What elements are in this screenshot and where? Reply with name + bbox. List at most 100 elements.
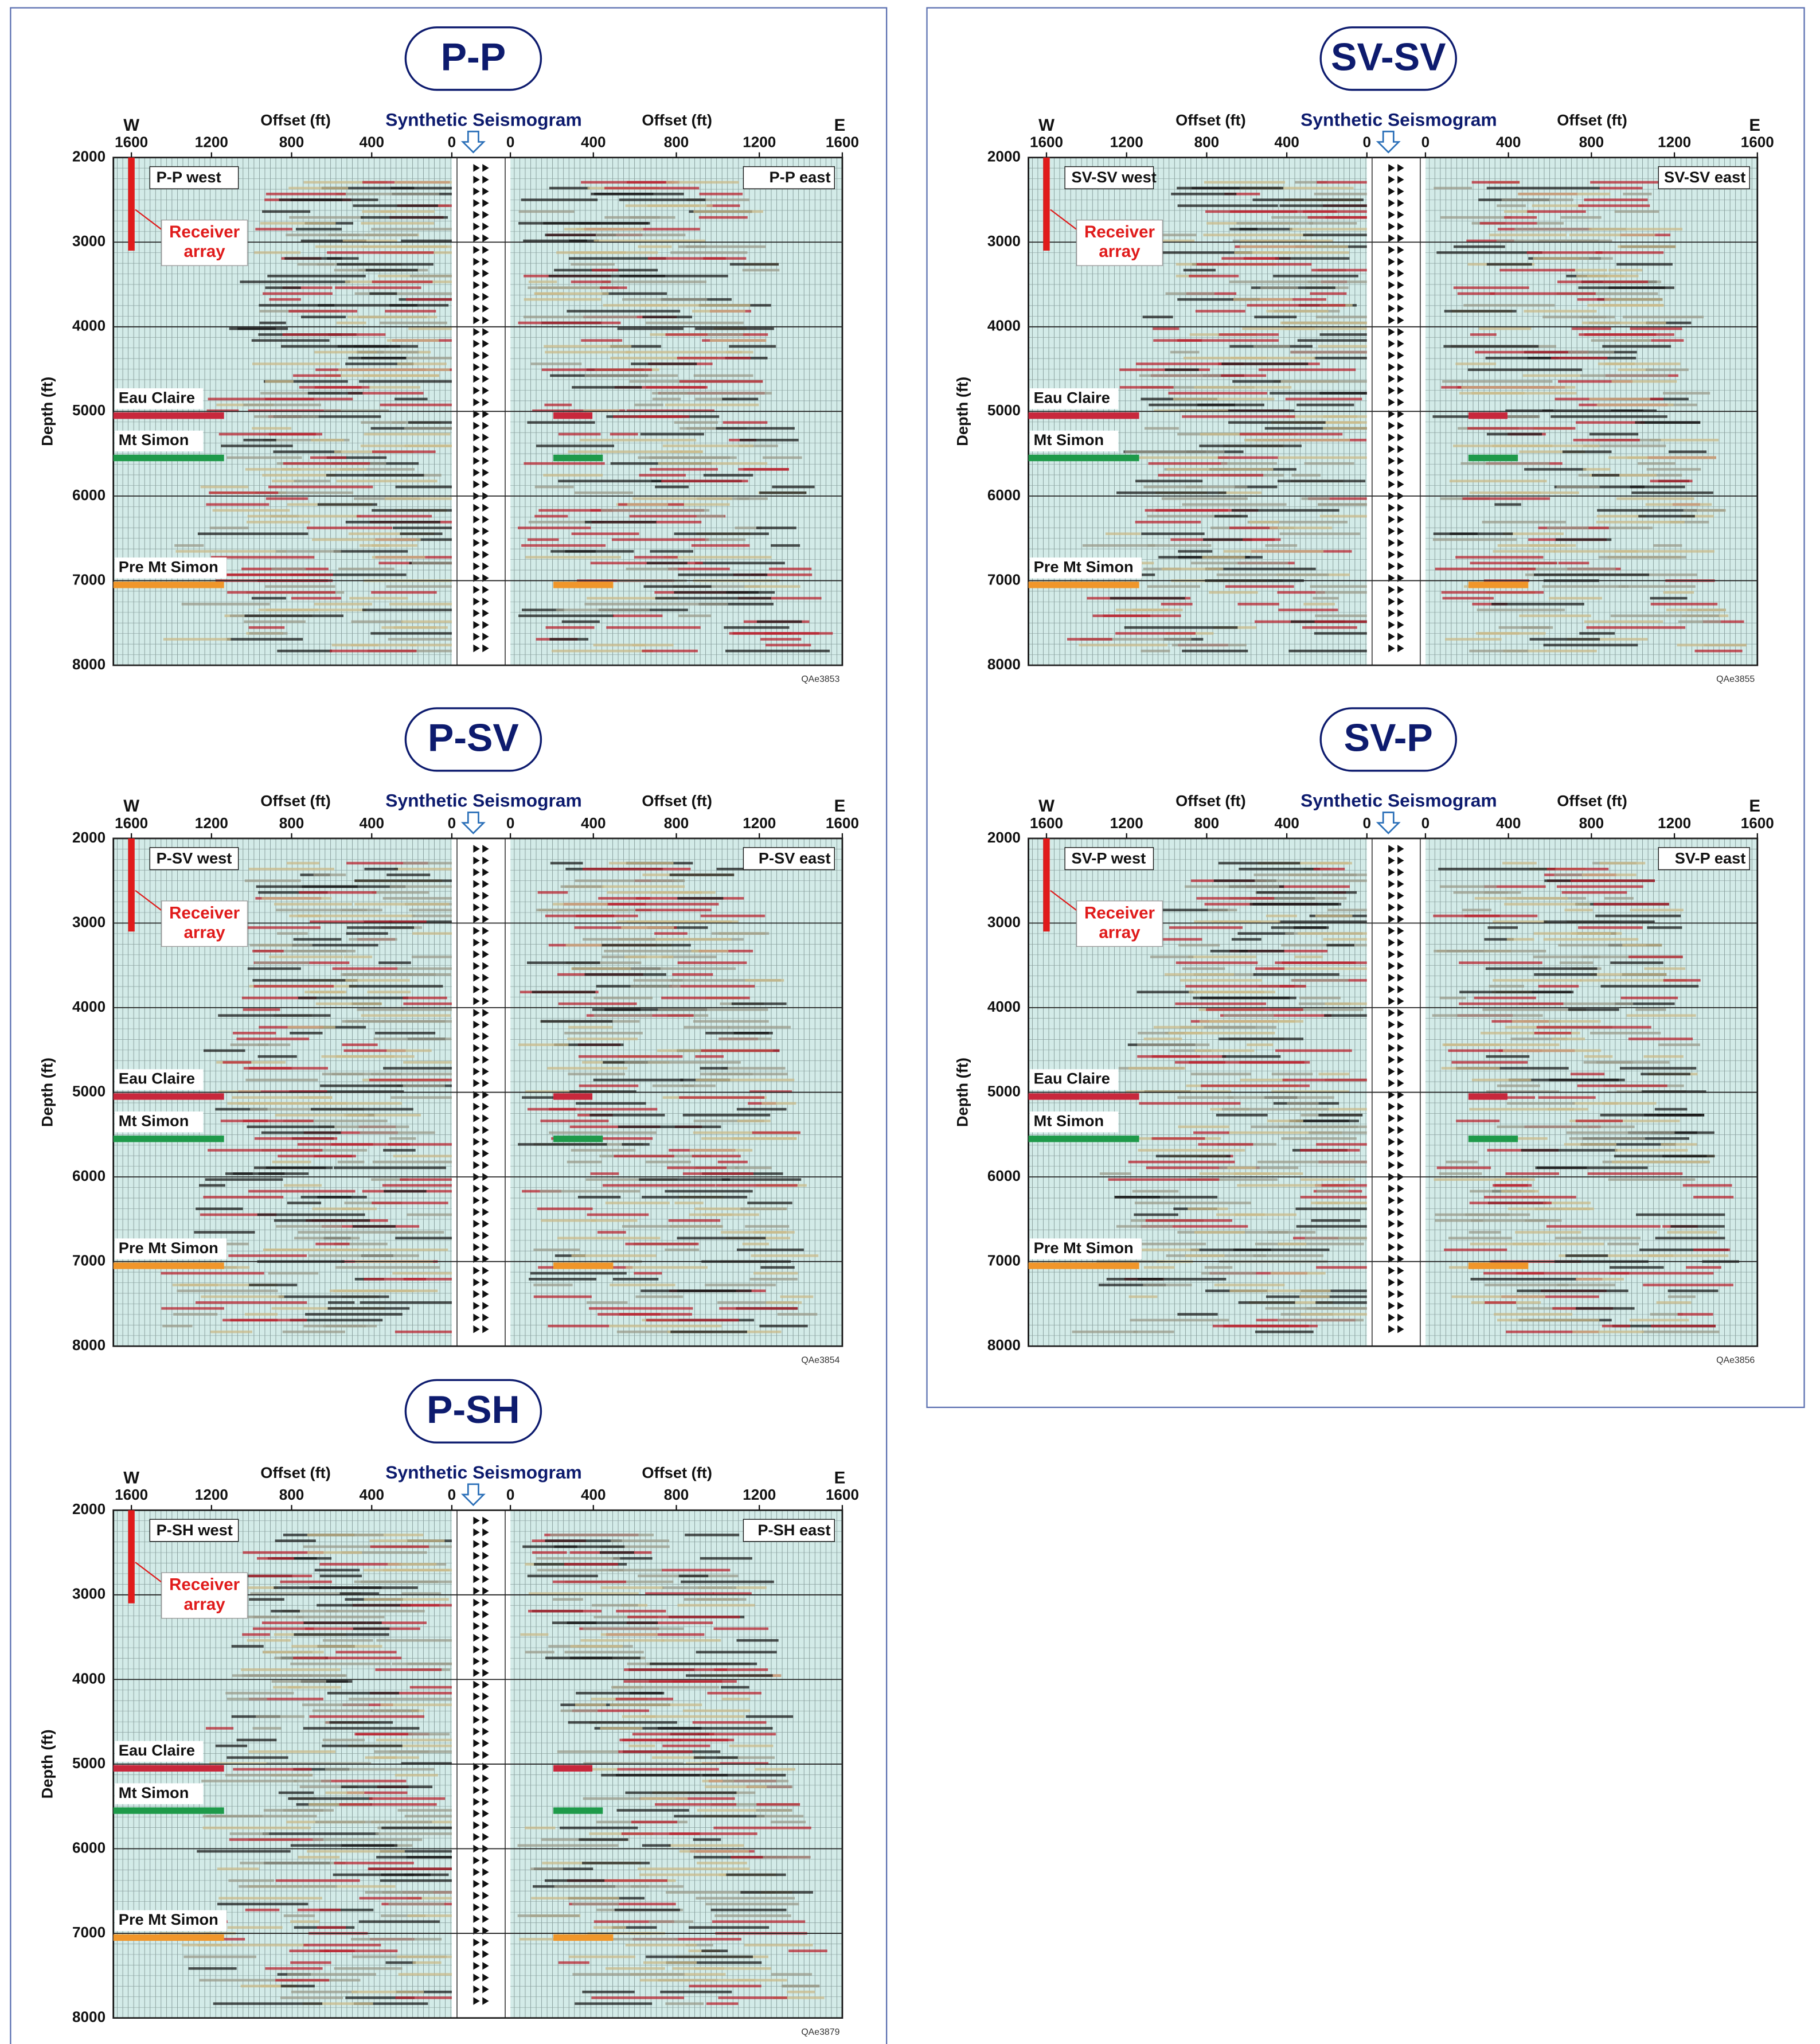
panel-label: P-SV west [157,849,232,867]
seismic-event [1115,1196,1160,1199]
seismic-event [221,574,333,576]
seismic-event [256,1715,304,1718]
seismic-event [392,1663,452,1665]
seismic-event [572,386,642,389]
seismic-event [1642,1331,1720,1333]
seismic-event [1191,1073,1251,1076]
seismic-event [1178,1125,1230,1128]
seismic-event [1594,903,1669,906]
seismic-event [227,1698,267,1700]
seismic-event [736,1639,778,1642]
x-tick-label: 800 [664,1486,689,1503]
seismic-event [1599,187,1642,190]
seismic-event [593,1014,652,1017]
seismic-event [303,1727,419,1730]
seismic-event [368,1867,452,1870]
seismic-event [259,608,366,611]
seismic-event [630,985,680,988]
seismic-event [1579,632,1615,635]
seismic-event [386,873,430,876]
figure-id: QAe3879 [801,2027,839,2037]
seismic-event [582,1862,650,1864]
seismic-event [1661,1143,1697,1146]
seismic-event [1641,1073,1690,1076]
seismic-event [323,1639,373,1642]
seismic-event [718,1996,787,1999]
seismic-event [400,1178,452,1181]
seismic-event [576,915,614,918]
seismic-event [1620,1067,1696,1070]
seismic-event [1502,862,1537,865]
horizon-label: Mt Simon [1034,1111,1104,1129]
seismic-event [1492,444,1599,447]
seismic-event [706,2002,739,2005]
seismic-event [531,1897,619,1899]
seismic-event [1296,1207,1367,1210]
seismic-event [780,1296,814,1298]
seismic-event [1619,585,1696,588]
seismic-event [1638,515,1695,518]
seismic-event [743,1243,769,1246]
seismic-event [383,897,452,900]
seismic-event [1311,1202,1340,1204]
figure-id: QAe3853 [801,674,839,684]
x-tick-label: 400 [359,1486,384,1503]
seismic-event [1577,1085,1667,1087]
seismic-event [1323,415,1367,418]
seismic-event [1448,1237,1512,1240]
seismic-event [745,1225,789,1228]
seismic-event [249,632,287,635]
seismic-event [700,193,743,196]
seismic-event [553,903,609,906]
seismic-event [1137,1043,1209,1046]
seismic-event [1311,269,1366,272]
y-tick-label: 2000 [72,1500,106,1518]
seismic-event [372,280,433,283]
seismic-event [1240,245,1348,248]
seismic-event [397,1956,452,1959]
synthetic-label: Synthetic Seismogram [1300,110,1497,130]
seismic-event [677,897,723,900]
seismic-event [364,1278,426,1281]
seismic-event [397,968,452,970]
seismic-event [600,1727,643,1730]
seismic-event [1315,621,1367,623]
seismic-event [373,1161,452,1164]
seismic-event [568,1026,613,1029]
seismic-event [298,1909,341,1912]
seismic-event [381,1827,452,1830]
seismic-event [298,997,408,1000]
seismic-event [692,544,750,547]
seismic-event [1471,392,1576,395]
seismic-event [549,638,588,641]
seismic-event [1213,1325,1318,1328]
seismic-event [410,644,452,647]
seismic-event [247,1639,291,1642]
y-axis-label: Depth (ft) [953,377,971,446]
seismic-event [1309,1132,1367,1134]
seismic-event [519,210,575,213]
seismic-event [1204,181,1285,184]
seismic-event [1233,1249,1329,1251]
seismic-event [1450,480,1547,483]
seismic-event [221,444,292,447]
seismic-event [553,1598,583,1601]
seismic-event [677,1289,736,1292]
seismic-event [737,1249,804,1251]
west-label: W [123,1469,139,1488]
seismic-event [1534,1032,1572,1035]
seismic-event [1300,1149,1360,1152]
seismic-event [1249,521,1279,524]
seismic-event [525,556,621,559]
seismic-event [374,1756,419,1759]
y-tick-label: 8000 [72,2008,106,2025]
seismic-event [1628,955,1683,958]
seismic-event [1147,544,1212,547]
horizon-label: Eau Claire [119,1070,195,1087]
seismic-event [521,198,597,201]
seismic-event [782,1985,819,1988]
seismic-event [228,1926,283,1929]
seismic-event [700,1557,752,1560]
seismic-event [320,1085,403,1087]
seismic-event [1167,468,1274,471]
